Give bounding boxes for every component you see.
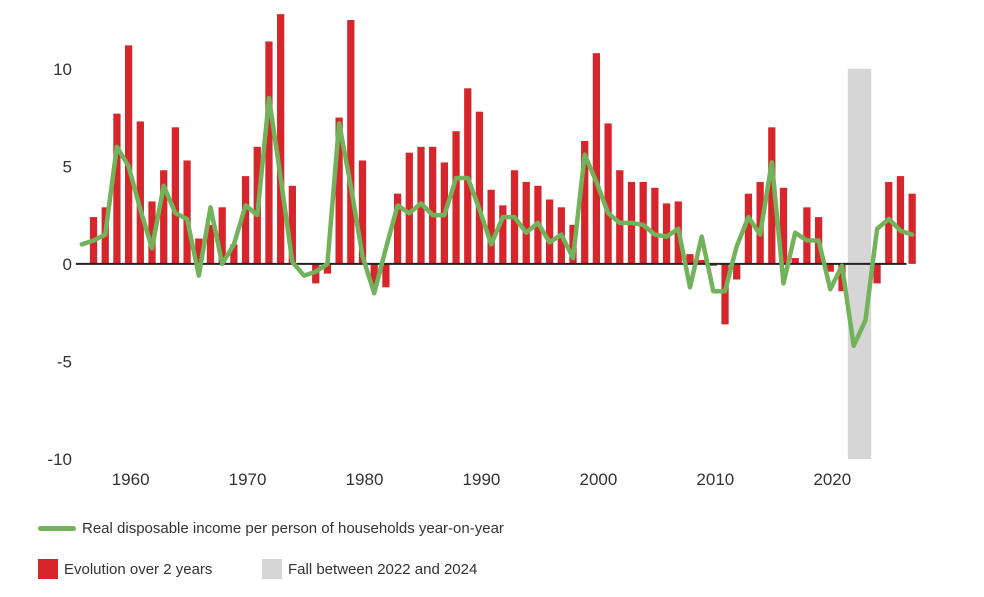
bar-1969	[230, 244, 238, 264]
bar-2009	[698, 259, 706, 264]
bar-1959	[113, 113, 121, 264]
bar-2001	[604, 123, 612, 264]
bar-2015	[768, 127, 776, 264]
bar-1991	[487, 189, 495, 264]
bar-1968	[218, 207, 226, 264]
chart-plot-area: 10 5 0 -5 -10 1960 1970 1980 1990 2000 2010 2020	[47, 14, 916, 489]
bar-2008	[686, 254, 694, 264]
x-tick-label: 1960	[112, 470, 150, 489]
bar-2025	[885, 181, 893, 264]
bar-1974	[288, 185, 296, 264]
bar-1980	[358, 160, 367, 264]
bar-1979	[347, 20, 355, 264]
legend-label-line: Real disposable income per person of hou…	[82, 520, 504, 537]
bar-2016	[779, 187, 788, 264]
bar-1965	[183, 160, 191, 264]
bar-1982	[382, 263, 390, 288]
bar-2002	[616, 170, 624, 264]
y-tick-label: 0	[63, 255, 72, 274]
x-tick-label: 1970	[229, 470, 267, 489]
legend-item-bar: Evolution over 2 years	[38, 559, 212, 579]
bar-1960	[124, 45, 133, 264]
bar-1984	[405, 152, 413, 264]
bar-1972	[265, 41, 273, 264]
series-line	[79, 95, 915, 349]
legend-item-span: Fall between 2022 and 2024	[262, 559, 477, 579]
bar-1978	[335, 117, 343, 264]
bar-1963	[160, 170, 168, 264]
x-tick-label: 1980	[346, 470, 384, 489]
bar-1994	[522, 181, 530, 264]
bar-1999	[581, 140, 589, 264]
bar-1970	[241, 176, 250, 264]
bar-1996	[545, 199, 554, 264]
bar-1966	[195, 238, 203, 264]
y-tick-label: 5	[63, 157, 72, 176]
legend-bar-swatch	[38, 559, 58, 579]
bar-2013	[744, 193, 753, 264]
legend-span-swatch	[262, 559, 282, 579]
y-tick-label: 10	[53, 60, 72, 79]
bar-2006	[662, 203, 671, 264]
bar-1990	[475, 111, 484, 264]
bar-1973	[277, 14, 285, 264]
bar-2026	[896, 176, 905, 264]
bar-1964	[171, 127, 180, 264]
x-tick-label: 1990	[463, 470, 501, 489]
bar-2005	[651, 187, 659, 264]
y-tick-label: -5	[57, 352, 72, 371]
bar-1992	[499, 205, 507, 264]
bar-1983	[393, 193, 402, 264]
bar-2011	[721, 263, 729, 325]
legend-line-swatch	[38, 526, 76, 531]
bar-1986	[429, 146, 437, 264]
bar-1967	[206, 224, 215, 264]
bar-1977	[323, 263, 332, 274]
bar-2018	[803, 207, 811, 264]
bar-2000	[592, 53, 601, 264]
bar-1961	[136, 121, 144, 264]
bar-2012	[733, 263, 741, 280]
x-tick-label: 2020	[813, 470, 851, 489]
bar-2027	[908, 193, 916, 264]
legend-label-span: Fall between 2022 and 2024	[288, 560, 478, 578]
bar-1981	[370, 263, 378, 288]
bar-1988	[452, 131, 460, 264]
bar-2020	[826, 263, 834, 272]
bar-2024	[873, 263, 881, 284]
x-tick-label: 2000	[579, 470, 617, 489]
legend-label-bar: Evolution over 2 years	[64, 560, 213, 578]
x-tick-label: 2010	[696, 470, 734, 489]
y-tick-label: -10	[47, 450, 72, 469]
bar-1962	[148, 201, 156, 264]
legend-item-line: Real disposable income per person of hou…	[38, 520, 504, 537]
bar-2017	[791, 258, 799, 264]
